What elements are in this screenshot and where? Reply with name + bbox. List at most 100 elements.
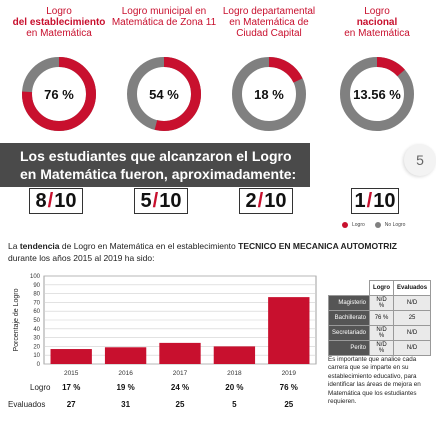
donut-title-line: Logro municipal en [121,6,207,17]
data-label: 31 [121,400,130,409]
donut-chart: 18 % [229,54,309,134]
fraction-denominator: 10 [373,189,396,212]
summary-banner: Los estudiantes que alcanzaron el Logro … [0,143,310,187]
donut-chart: 76 % [19,54,99,134]
donut-title-line: Matemática de Zona 11 [111,17,217,28]
donut-logro-arc [127,57,201,131]
para-bold: TECNICO EN MECANICA AUTOMOTRIZ [238,241,397,251]
donut-title-bold: del establecimiento [12,17,106,28]
data-label: 25 [176,400,185,409]
table-cell: N/D [393,295,432,311]
y-tick-label: 10 [33,353,40,359]
fraction-numerator: 2 [245,189,257,212]
table-cell: 76 % [369,310,395,326]
y-tick-label: 30 [33,336,40,342]
para-text: durante los años 2015 al 2019 ha sido: [8,253,155,263]
table-cell: N/D % [369,295,395,311]
donut-municipal: Logro municipal en Matemática de Zona 11… [109,6,219,134]
donut-title: Logro departamental en Matemática de Ciu… [214,6,324,42]
page-number-badge[interactable]: 5 [404,144,436,176]
donut-title: Logro municipal en Matemática de Zona 11 [109,6,219,42]
donut-title-line: Logro [364,6,390,17]
donut-title: Logro nacional en Matemática [322,6,432,42]
y-tick-label: 40 [33,327,40,333]
x-tick-label: 2019 [282,370,297,377]
donut-title-line: en Matemática [26,28,92,39]
fraction-denominator: 10 [264,189,287,212]
data-label: 27 [67,400,76,409]
donut-percent: 13.56 % [353,86,401,102]
table-header [329,281,370,296]
table-cell: 25 [393,310,432,326]
x-tick-label: 2017 [173,370,188,377]
y-tick-label: 100 [30,274,41,280]
y-tick-label: 90 [33,283,40,289]
banner-line: en Matemática fueron, aproximadamente: [20,166,297,182]
banner-line: Los estudiantes que alcanzaron el Logro [20,148,292,164]
donut-legend: Logro No Logro [342,222,405,228]
donut-percent: 76 % [44,86,74,102]
bar-2017 [159,342,201,364]
donut-logro-arc [22,57,96,131]
legend-label-logro: Logro [352,222,365,228]
donut-logro-arc [232,57,306,131]
table-row: Secretariado N/D % N/D [327,325,432,341]
fraction-numerator: 5 [140,189,152,212]
donut-title-line: Logro [46,6,72,17]
x-tick-label: 2015 [64,370,79,377]
data-label: 25 [284,400,293,409]
table-header-row: Logro Evaluados [329,280,432,296]
no-logro-swatch [374,222,381,228]
career-note: Es importante que analice cada carrera q… [328,356,421,406]
donut-establecimiento: Logro del establecimiento en Matemática … [4,6,114,134]
y-tick-label: 70 [33,300,40,306]
para-text: La [8,241,20,251]
data-label: 17 % [62,383,80,392]
para-text: de Logro en Matemática en el establecimi… [59,241,239,251]
donut-logro-arc [340,57,414,131]
row-label-evaluados: Evaluados [8,400,45,409]
donut-title-bold: nacional [356,17,398,28]
fraction-slash: / [366,189,373,212]
fraction-slash: / [47,189,54,212]
table-row-label: Secretariado [327,325,371,341]
y-tick-label: 60 [33,309,40,315]
y-tick-label: 50 [33,318,40,324]
donut-departamental: Logro departamental en Matemática de Ciu… [214,6,324,134]
table-cell: N/D [393,325,432,341]
row-label-logro: Logro [30,383,51,392]
table-row: Perito N/D % N/D [327,340,432,356]
bar-2019 [268,297,310,364]
donut-title-line: en Matemática de Ciudad Capital [229,17,309,39]
fraction-box: 5/10 [134,188,188,214]
fraction-denominator: 10 [159,189,182,212]
donut-chart: 13.56 % [337,54,417,134]
bar-2018 [213,346,256,364]
para-bold: tendencia [19,241,60,251]
x-tick-label: 2016 [118,370,133,377]
data-label: 76 % [280,383,298,392]
logro-swatch [342,222,348,228]
legend-label-no-logro: No Logro [384,222,406,228]
fraction-denominator: 10 [54,189,77,212]
donut-chart: 54 % [124,54,204,134]
y-tick-label: 0 [37,362,41,368]
data-label: 5 [232,400,237,409]
fraction-box: 1/10 [351,188,399,214]
table-row: Magisterio N/D % N/D [327,295,432,311]
fraction-numerator: 8 [35,189,47,212]
x-tick-label: 2018 [227,370,242,377]
fraction-slash: / [152,189,159,212]
bar-2015 [50,349,92,364]
donut-title-line: en Matemática [344,28,410,39]
y-axis-label: Porcentaje de Logro [13,288,20,351]
donut-title-line: Logro departamental [222,6,316,17]
fraction-box: 8/10 [29,188,83,214]
fraction-slash: / [257,189,264,212]
table-header: Logro [369,280,395,296]
table-cell: N/D % [369,340,395,356]
fraction-numerator: 1 [354,189,366,212]
donut-nacional: Logro nacional en Matemática 13.56 % [322,6,432,134]
table-row-label: Magisterio [327,295,371,311]
data-label: 19 % [116,383,134,392]
